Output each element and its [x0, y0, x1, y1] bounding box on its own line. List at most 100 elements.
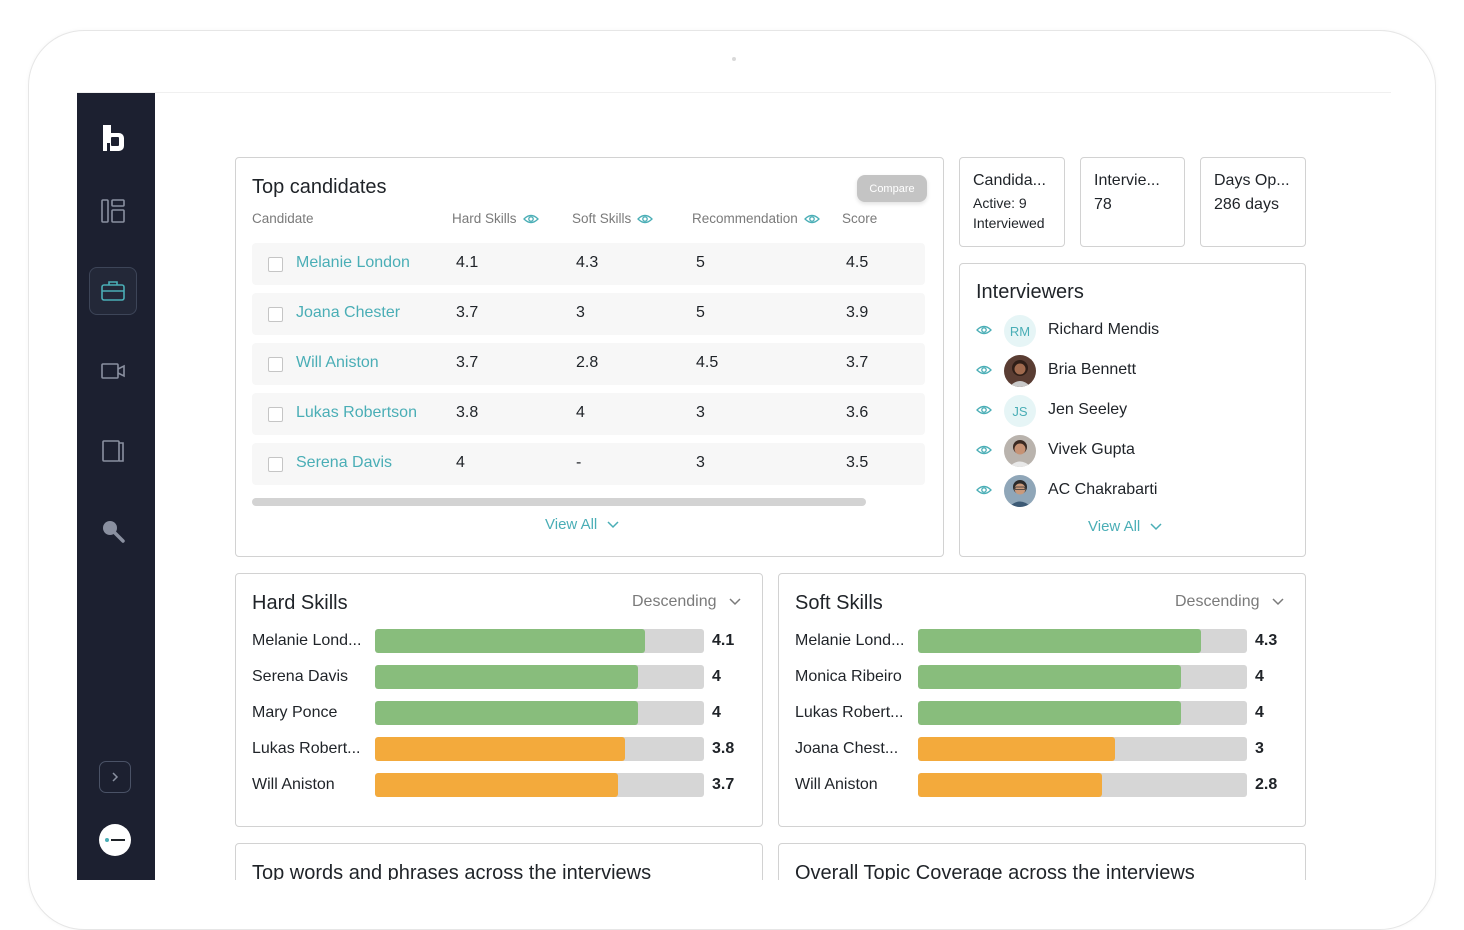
expand-sidebar-button[interactable]	[99, 761, 131, 793]
interviewer-name: Bria Bennett	[1048, 361, 1137, 378]
interviewer-row[interactable]: RM Richard Mendis	[976, 315, 1276, 347]
recommendation-value: 5	[696, 254, 705, 271]
interviewers-title: Interviewers	[976, 281, 1084, 303]
candidate-name-link[interactable]: Melanie London	[296, 254, 410, 271]
score-value: 3.7	[846, 354, 869, 371]
search-analytics-icon[interactable]	[89, 507, 137, 555]
interviewer-row[interactable]: Bria Bennett	[976, 355, 1276, 387]
bar-row[interactable]: Will Aniston 3.7	[252, 773, 752, 797]
recommendation-value: 4.5	[696, 354, 719, 371]
bar-value: 3.8	[712, 740, 735, 757]
interviewer-name: Jen Seeley	[1048, 401, 1128, 418]
bar-row[interactable]: Will Aniston 2.8	[795, 773, 1295, 797]
header-hard-skills[interactable]: Hard Skills	[452, 211, 539, 226]
header-score[interactable]: Score	[842, 211, 878, 226]
app-logo-icon[interactable]	[89, 113, 137, 161]
company-avatar[interactable]	[99, 824, 131, 856]
score-value: 3.5	[846, 454, 869, 471]
bar-row[interactable]: Lukas Robert... 3.8	[252, 737, 752, 761]
hard-skills-card: Hard Skills Descending Melanie Lond... 4.…	[235, 573, 763, 827]
eye-icon[interactable]	[976, 364, 992, 376]
avatar	[1004, 355, 1036, 387]
bar-fill	[918, 629, 1201, 653]
candidate-name-link[interactable]: Joana Chester	[296, 304, 401, 321]
bar-row[interactable]: Melanie Lond... 4.1	[252, 629, 752, 653]
dashboard-icon[interactable]	[89, 187, 137, 235]
hard-skills-sort-select[interactable]: Descending	[632, 593, 741, 611]
eye-icon[interactable]	[976, 444, 992, 456]
eye-icon[interactable]	[803, 213, 820, 225]
soft-skills-value: 2.8	[576, 354, 599, 371]
bar-row[interactable]: Joana Chest... 3	[795, 737, 1295, 761]
recommendation-value: 5	[696, 304, 705, 321]
eye-icon[interactable]	[976, 324, 992, 336]
avatar	[1004, 435, 1036, 467]
row-checkbox[interactable]	[268, 457, 283, 472]
row-checkbox[interactable]	[268, 257, 283, 272]
candidate-name-link[interactable]: Will Aniston	[296, 354, 379, 371]
interviewers-view-all-button[interactable]: View All	[1088, 518, 1162, 535]
video-interviews-icon[interactable]	[89, 347, 137, 395]
interviewer-row[interactable]: JS Jen Seeley	[976, 395, 1276, 427]
days-open-stat-card[interactable]: Days Op... 286 days	[1200, 157, 1306, 247]
horizontal-scrollbar[interactable]	[252, 498, 866, 506]
interviewer-row[interactable]: Vivek Gupta	[976, 435, 1276, 467]
bar-row[interactable]: Mary Ponce 4	[252, 701, 752, 725]
recommendation-value: 3	[696, 454, 705, 471]
jobs-briefcase-icon[interactable]	[89, 267, 137, 315]
interviewer-row[interactable]: AC Chakrabarti	[976, 475, 1276, 507]
table-row[interactable]: Will Aniston 3.7 2.8 4.5 3.7	[252, 343, 925, 385]
bar-label: Mary Ponce	[252, 704, 338, 721]
candidate-name-link[interactable]: Lukas Robertson	[296, 404, 417, 421]
interviews-stat-title: Intervie...	[1094, 172, 1160, 189]
bar-track	[918, 665, 1247, 689]
soft-skills-sort-select[interactable]: Descending	[1175, 593, 1284, 611]
recommendation-value: 3	[696, 404, 705, 421]
row-checkbox[interactable]	[268, 307, 283, 322]
compare-button[interactable]: Compare	[857, 175, 927, 202]
bar-row[interactable]: Lukas Robert... 4	[795, 701, 1295, 725]
candidate-name-link[interactable]: Serena Davis	[296, 454, 393, 471]
bar-value: 4.1	[712, 632, 735, 649]
top-words-title: Top words and phrases across the intervi…	[252, 862, 652, 880]
bar-row[interactable]: Melanie Lond... 4.3	[795, 629, 1295, 653]
soft-skills-value: -	[576, 454, 582, 471]
candidates-view-all-button[interactable]: View All	[545, 516, 619, 533]
candidates-stat-title: Candida...	[973, 172, 1046, 189]
header-recommendation[interactable]: Recommendation	[692, 211, 820, 226]
header-soft-skills[interactable]: Soft Skills	[572, 211, 654, 226]
chevron-down-icon	[607, 520, 619, 528]
bar-label: Will Aniston	[795, 776, 878, 793]
bar-label: Monica Ribeiro	[795, 668, 902, 685]
interviews-stat-card[interactable]: Intervie... 78	[1080, 157, 1185, 247]
days-open-value: 286 days	[1214, 196, 1279, 213]
bar-row[interactable]: Serena Davis 4	[252, 665, 752, 689]
bar-track	[918, 629, 1247, 653]
bar-value: 4	[1255, 668, 1264, 685]
candidates-stat-card[interactable]: Candida... Active: 9 Interviewed	[959, 157, 1065, 247]
bar-value: 3.7	[712, 776, 735, 793]
top-candidates-title: Top candidates	[252, 176, 387, 198]
eye-icon[interactable]	[522, 213, 539, 225]
eye-icon[interactable]	[637, 213, 654, 225]
table-row[interactable]: Lukas Robertson 3.8 4 3 3.6	[252, 393, 925, 435]
row-checkbox[interactable]	[268, 407, 283, 422]
soft-skills-title: Soft Skills	[795, 592, 883, 614]
chevron-right-icon	[112, 772, 119, 782]
active-count: Active: 9	[973, 195, 1027, 211]
top-words-card: Top words and phrases across the intervi…	[235, 843, 763, 880]
table-row[interactable]: Joana Chester 3.7 3 5 3.9	[252, 293, 925, 335]
table-row[interactable]: Melanie London 4.1 4.3 5 4.5	[252, 243, 925, 285]
eye-icon[interactable]	[976, 484, 992, 496]
question-bank-icon[interactable]	[89, 427, 137, 475]
table-row[interactable]: Serena Davis 4 - 3 3.5	[252, 443, 925, 485]
bar-label: Joana Chest...	[795, 740, 899, 757]
hard-skills-value: 4.1	[456, 254, 479, 271]
row-checkbox[interactable]	[268, 357, 283, 372]
top-candidates-card: Top candidates Compare Candidate Hard Sk…	[235, 157, 944, 557]
avatar	[1004, 475, 1036, 507]
bar-row[interactable]: Monica Ribeiro 4	[795, 665, 1295, 689]
eye-icon[interactable]	[976, 404, 992, 416]
header-candidate[interactable]: Candidate	[252, 211, 314, 226]
soft-skills-value: 4.3	[576, 254, 599, 271]
